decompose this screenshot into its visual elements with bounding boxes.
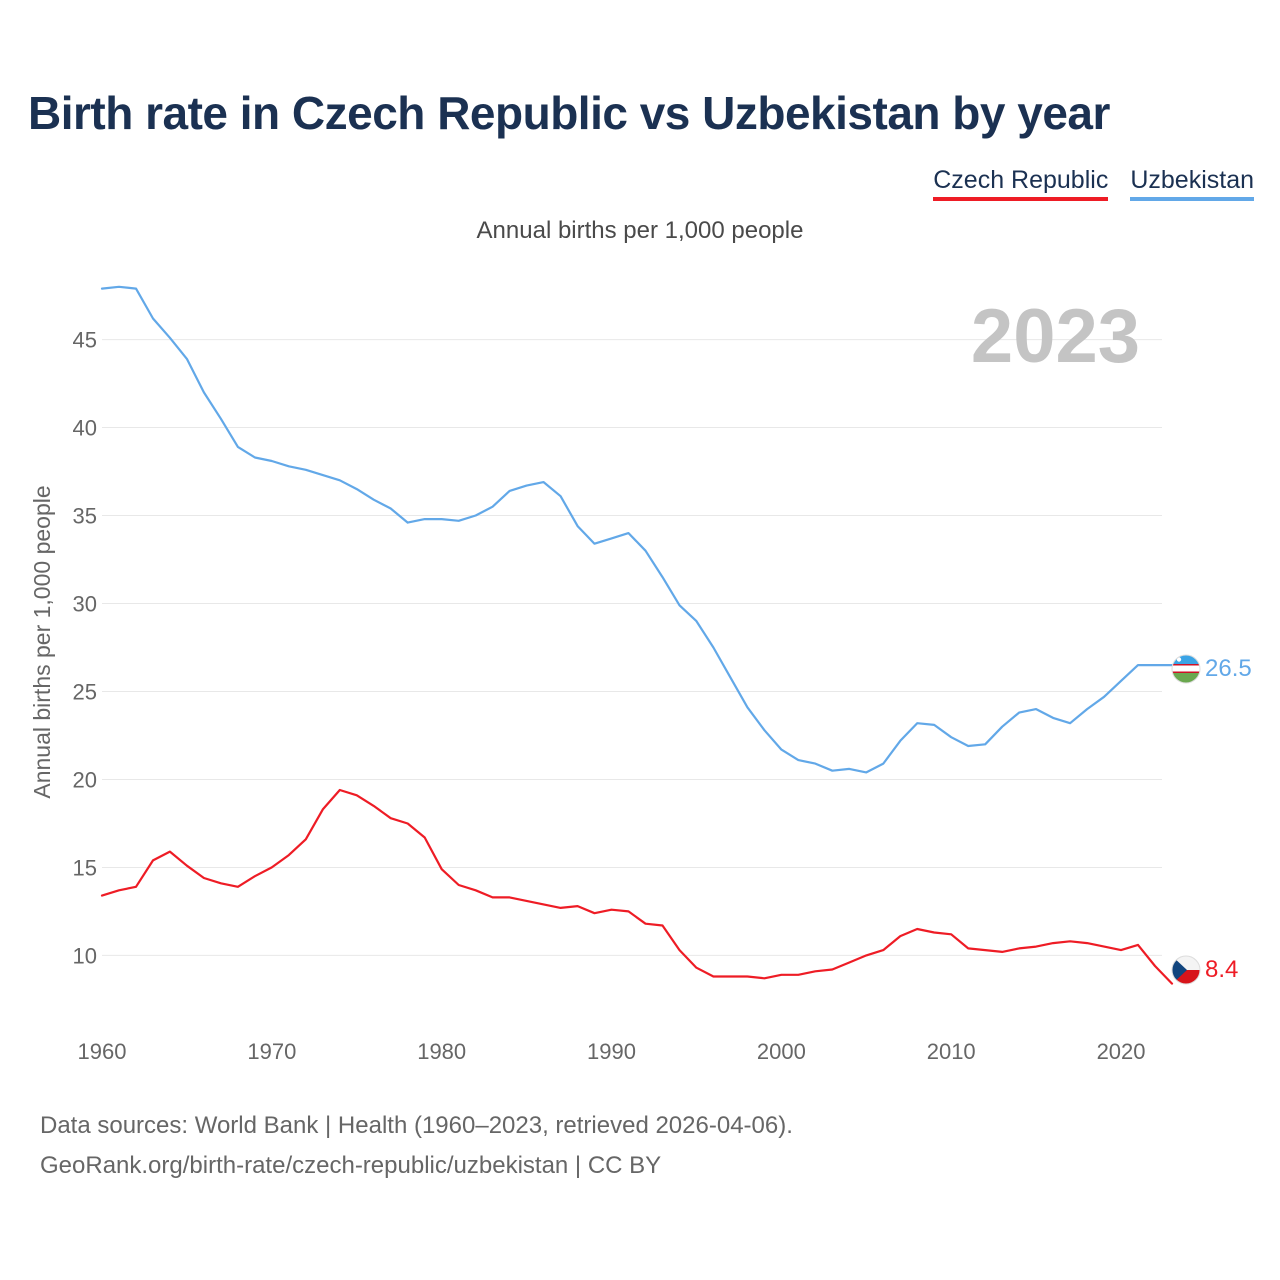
series-line-czech-republic: [100, 788, 1174, 985]
x-axis-ticks: 1960 1970 1980 1990 2000 2010 2020: [78, 1039, 1146, 1064]
legend-item-czech-republic[interactable]: Czech Republic: [933, 166, 1109, 201]
x-tick-label: 1990: [587, 1039, 636, 1064]
y-tick-label: 35: [73, 504, 97, 529]
year-watermark: 2023: [971, 294, 1140, 379]
x-tick-label: 2010: [927, 1039, 976, 1064]
chart-subtitle: Annual births per 1,000 people: [476, 217, 804, 244]
x-tick-label: 2000: [757, 1039, 806, 1064]
series-layer: [100, 285, 1174, 985]
x-tick-label: 2020: [1097, 1039, 1146, 1064]
uzbekistan-flag-icon: [1171, 654, 1201, 684]
y-tick-label: 45: [73, 328, 97, 353]
y-tick-label: 10: [73, 943, 97, 968]
line-chart: 10 15 20 25 30 35 40 45 1960 1970 1980 1990 2000 201…: [29, 285, 1252, 1064]
gridlines: [102, 339, 1162, 956]
y-tick-label: 15: [73, 855, 97, 880]
y-tick-label: 40: [73, 416, 97, 441]
czech-republic-end-value: 8.4: [1205, 956, 1238, 983]
source-line-1: Data sources: World Bank | Health (1960–…: [40, 1112, 793, 1139]
uzbekistan-end-value: 26.5: [1205, 655, 1252, 682]
y-axis-ticks: 10 15 20 25 30 35 40 45: [73, 328, 97, 969]
y-axis-label: Annual births per 1,000 people: [29, 485, 55, 798]
y-tick-label: 25: [73, 679, 97, 704]
legend-item-uzbekistan[interactable]: Uzbekistan: [1130, 166, 1254, 201]
legend: Czech Republic Uzbekistan: [933, 166, 1254, 201]
source-note: Data sources: World Bank | Health (1960–…: [40, 1106, 793, 1186]
series-line-uzbekistan: [100, 285, 1174, 774]
czech-flag-icon: [1171, 955, 1201, 985]
source-line-2[interactable]: GeoRank.org/birth-rate/czech-republic/uz…: [40, 1152, 662, 1179]
x-tick-label: 1960: [78, 1039, 127, 1064]
x-tick-label: 1980: [417, 1039, 466, 1064]
y-tick-label: 20: [73, 767, 97, 792]
chart-title: Birth rate in Czech Republic vs Uzbekist…: [28, 87, 1110, 139]
y-tick-label: 30: [73, 592, 97, 617]
x-tick-label: 1970: [247, 1039, 296, 1064]
